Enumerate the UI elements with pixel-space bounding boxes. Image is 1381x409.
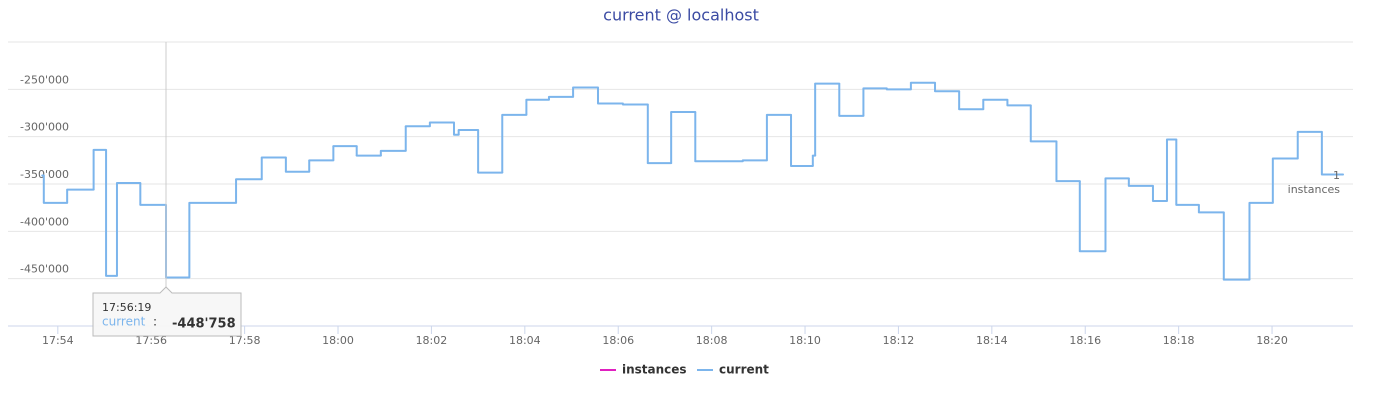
legend-label: current [719, 363, 769, 377]
y-tick-label: -350'000 [20, 168, 69, 181]
x-tick-label: 18:00 [322, 334, 354, 347]
x-tick-label: 18:14 [976, 334, 1008, 347]
x-tick-label: 18:18 [1163, 334, 1195, 347]
x-tick-label: 17:56 [135, 334, 167, 347]
y-tick-label: -250'000 [20, 73, 69, 86]
y-tick-label: -400'000 [20, 215, 69, 228]
legend-label: instances [622, 363, 687, 377]
tooltip-box [92, 286, 242, 337]
tooltip-series: current [102, 315, 146, 329]
x-tick-label: 18:16 [1069, 334, 1101, 347]
annotation: 1 [1333, 169, 1340, 182]
x-tick-label: 17:58 [229, 334, 261, 347]
x-tick-label: 18:06 [602, 334, 634, 347]
x-tick-label: 18:10 [789, 334, 821, 347]
x-tick-label: 17:54 [42, 334, 74, 347]
y-tick-label: -300'000 [20, 121, 69, 134]
y-tick-label: -450'000 [20, 263, 69, 276]
x-tick-label: 18:20 [1256, 334, 1288, 347]
x-tick-label: 18:08 [696, 334, 728, 347]
x-tick-label: 18:02 [416, 334, 448, 347]
tooltip-time: 17:56:19 [102, 301, 151, 314]
x-tick-label: 18:12 [883, 334, 915, 347]
tooltip-value: -448'758 [172, 317, 236, 332]
tooltip-colon: : [153, 315, 157, 329]
x-tick-label: 18:04 [509, 334, 541, 347]
chart-title: current @ localhost [603, 6, 759, 25]
annotation: instances [1288, 183, 1341, 196]
